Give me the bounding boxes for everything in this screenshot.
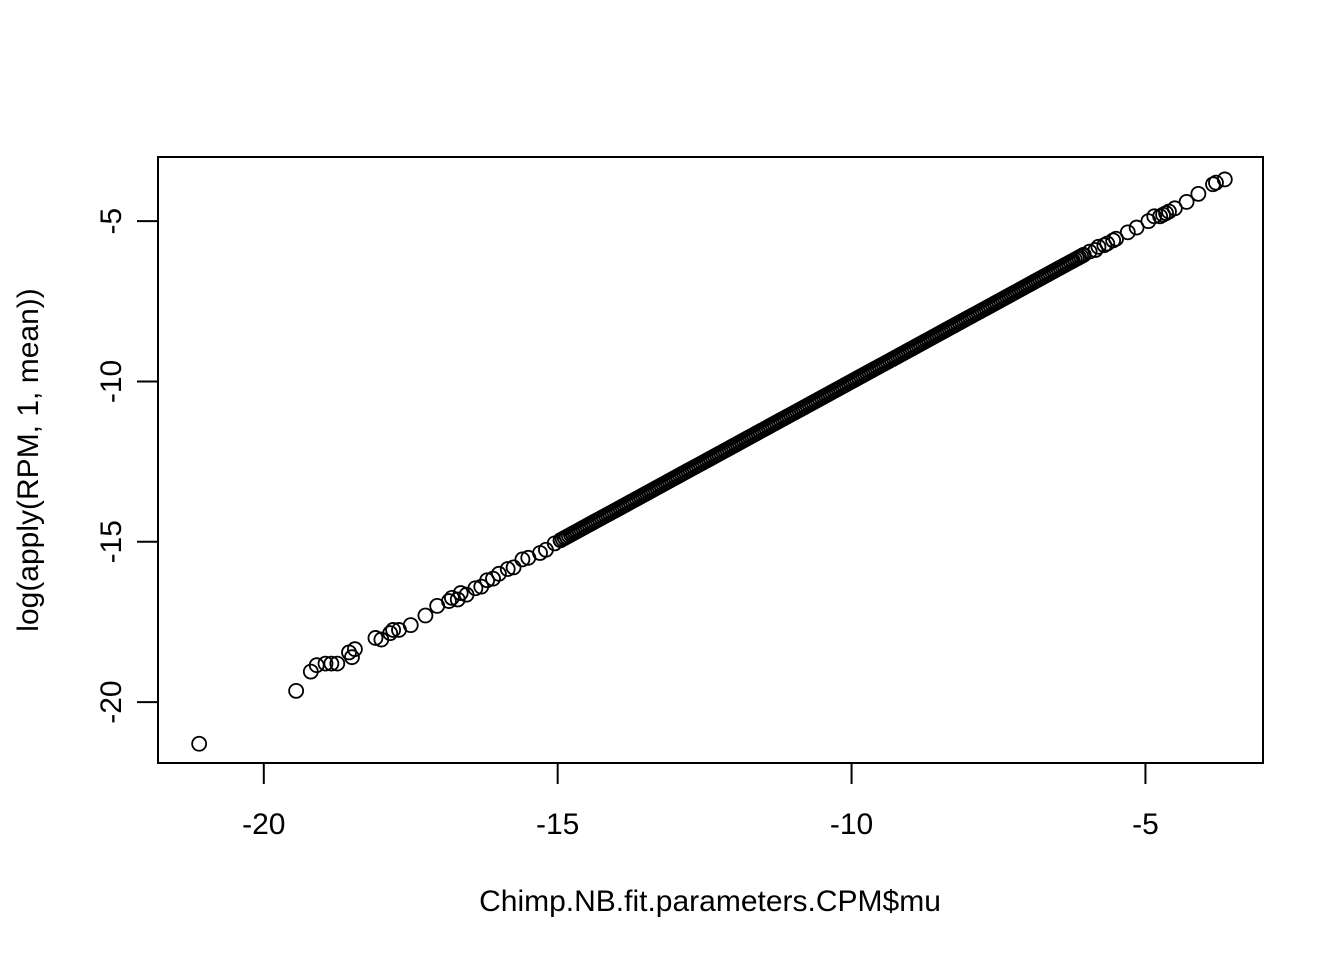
y-tick-label: -5	[95, 208, 128, 235]
data-point	[467, 580, 484, 597]
data-point	[479, 572, 496, 589]
data-point	[452, 585, 469, 601]
data-point	[490, 565, 507, 582]
data-point	[1190, 185, 1207, 202]
data-point	[329, 655, 346, 672]
data-point	[1178, 193, 1195, 210]
x-axis: -20 -15 -10 -5	[242, 762, 1159, 841]
data-point	[346, 641, 363, 658]
data-point	[1108, 230, 1124, 247]
points-layer	[191, 171, 1233, 752]
data-point	[1090, 238, 1107, 255]
data-point	[441, 593, 457, 609]
data-point	[499, 561, 516, 577]
y-tick-label: -10	[95, 360, 128, 403]
data-point	[385, 622, 402, 638]
data-point	[344, 649, 360, 666]
data-point	[1075, 247, 1092, 264]
data-point	[443, 589, 460, 606]
x-tick-label: -5	[1132, 808, 1159, 841]
data-point	[191, 735, 208, 752]
data-point	[382, 625, 399, 642]
data-point	[505, 559, 522, 576]
x-axis-label: Chimp.NB.fit.parameters.CPM$mu	[479, 885, 941, 918]
x-tick-label: -10	[830, 808, 873, 841]
data-point	[1166, 200, 1183, 217]
y-tick-label: -15	[95, 520, 128, 563]
data-point	[288, 682, 305, 699]
data-point	[402, 617, 419, 634]
data-point	[367, 630, 384, 646]
data-point	[317, 655, 334, 672]
x-tick-label: -20	[242, 808, 285, 841]
data-point	[1146, 208, 1163, 225]
data-point	[1128, 219, 1145, 236]
data-point	[323, 655, 340, 672]
data-point	[514, 551, 531, 568]
x-tick-label: -15	[536, 808, 579, 841]
y-axis-label: log(apply(RPM, 1, mean))	[12, 288, 45, 631]
y-axis: -20 -15 -10 -5	[95, 208, 159, 724]
data-point	[1216, 171, 1233, 188]
data-point	[1119, 224, 1136, 241]
data-point	[1208, 174, 1224, 191]
y-tick-label: -20	[95, 680, 128, 723]
data-point	[417, 607, 434, 624]
